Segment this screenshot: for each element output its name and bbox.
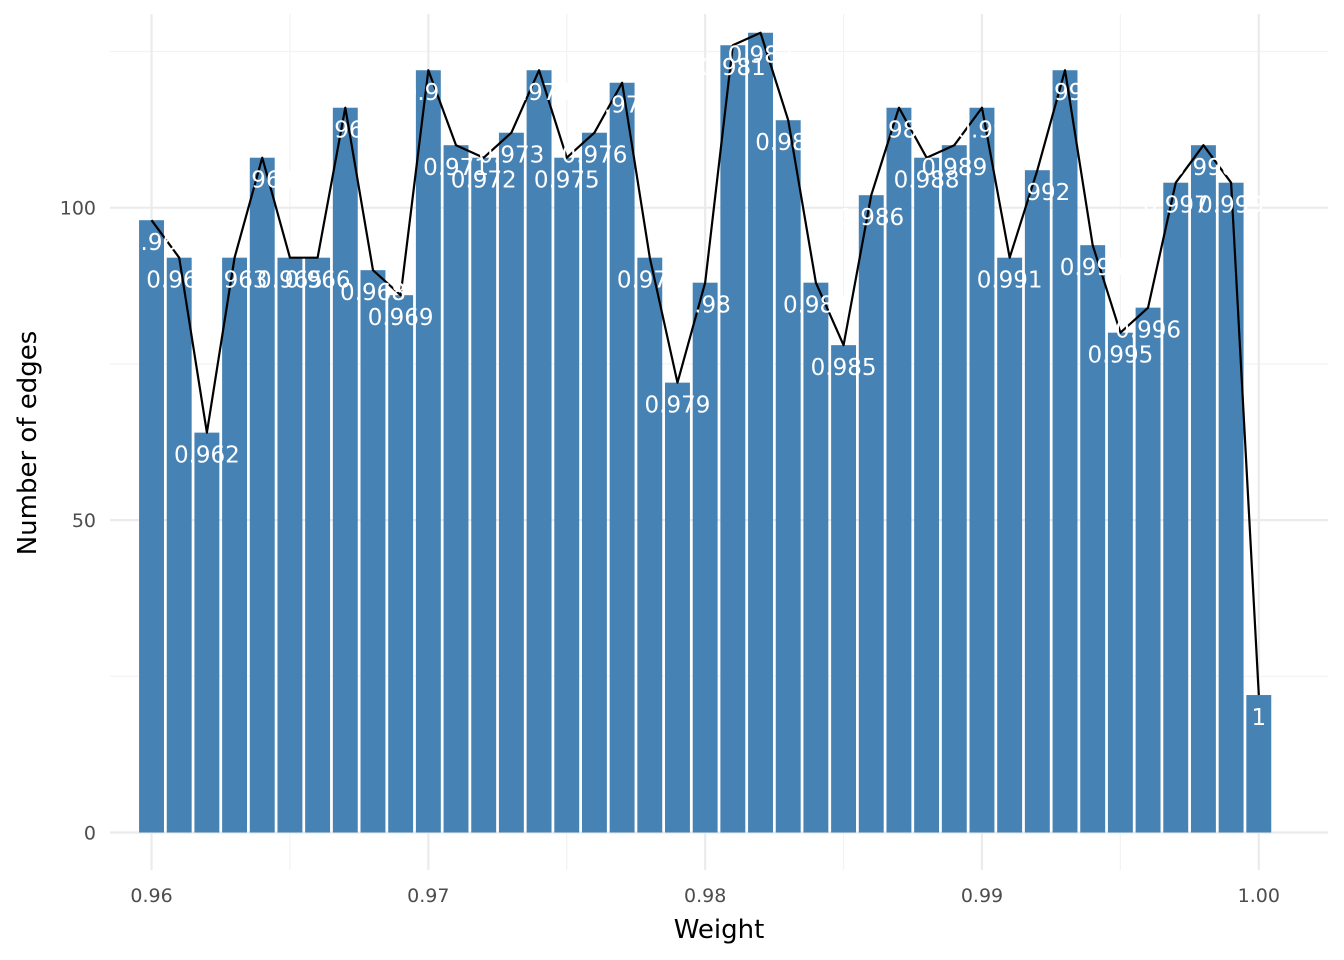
bar [1246,695,1272,833]
bar [581,132,607,833]
bar [637,257,663,833]
bar-label: 0.989 [921,155,987,181]
bar-label: 0.996 [1115,318,1181,344]
bar-label: 0.967 [312,118,378,144]
x-tick-label: 0.98 [684,885,726,907]
bar [498,132,524,833]
bars [139,32,1272,833]
bar-label: 0.982 [728,43,794,69]
bar-label: 0.974 [506,80,572,106]
bar-label: 0.977 [589,93,655,119]
bar [886,107,912,833]
bar [526,70,552,833]
bar-label: 0.976 [562,143,628,169]
bar-label: 0.973 [478,143,544,169]
bar-label: 0.981 [700,55,766,81]
bar [360,270,386,833]
bar [914,157,940,833]
bar-label: 0.963 [202,268,268,294]
bar [222,257,248,833]
bar [1052,70,1078,833]
bar [1107,332,1133,833]
bar-label: 0.971 [423,155,489,181]
x-tick-label: 0.99 [961,885,1003,907]
bar [166,257,192,833]
bar [139,220,164,833]
bar [1135,307,1161,833]
x-tick-label: 0.96 [130,885,172,907]
bar [665,382,690,833]
bar-label: 0.987 [866,118,932,144]
bar-label: 0.975 [534,168,600,194]
bar [554,157,580,833]
bar-label: 0.969 [368,305,434,331]
bar [969,107,995,833]
x-axis-ticks: 0.96 0.97 0.98 0.99 1.00 [130,885,1280,907]
bar-label: 0.991 [977,268,1043,294]
bar-label: 0.986 [838,205,904,231]
bar-label: 0.98 [680,293,731,319]
bar [803,282,829,833]
bar [305,257,331,833]
series-line [150,31,1260,696]
bar-label: 0.964 [229,168,295,194]
bar-label: 0.96 [126,230,177,256]
bar [1080,245,1106,833]
bar [775,120,801,833]
bar-label: 0.995 [1087,343,1153,369]
bar [1024,170,1050,833]
bar [1218,182,1244,833]
count-line [150,31,1260,696]
x-tick-label: 0.97 [407,885,449,907]
bar-label: 0.997 [1143,193,1209,219]
y-tick-label: 0 [84,823,96,845]
bar [692,282,718,833]
bar [471,157,497,833]
bar [249,157,275,833]
y-tick-label: 50 [72,510,96,532]
y-axis-ticks: 0 50 100 [60,198,96,845]
bar-label: 0.984 [783,293,849,319]
bar [277,257,303,833]
bar-label: 0.983 [755,130,821,156]
bar [831,345,857,833]
bar [1163,182,1189,833]
bar-label: 0.979 [645,393,711,419]
bar-label: 0.966 [285,268,351,294]
bar [720,45,746,833]
bar [748,32,773,833]
bar-label: 0.992 [1004,180,1070,206]
bar [194,432,220,833]
bar [388,295,414,833]
bar [443,145,469,833]
bar [332,107,358,833]
bar [609,82,635,833]
bar-label: 0.993 [1032,80,1098,106]
bar-label: 0.985 [811,355,877,381]
bar-label: 0.961 [146,268,212,294]
bar-label: 0.962 [174,443,240,469]
bar [1190,145,1216,833]
bar [415,70,441,833]
x-tick-label: 1.00 [1238,885,1280,907]
bar-label: 0.994 [1060,255,1126,281]
bar-label: 0.998 [1171,155,1237,181]
bar [858,195,884,833]
x-axis-title: Weight [674,915,765,945]
y-tick-label: 100 [60,198,96,220]
bar-label: 0.999 [1198,193,1264,219]
bar-label: 0.965 [257,268,323,294]
bar-label: 0.97 [403,80,454,106]
bar-label: 0.978 [617,268,683,294]
bar-label: 0.988 [894,168,960,194]
bar [997,257,1023,833]
bar-label: 0.968 [340,280,406,306]
bar [941,145,967,833]
bar-label: 0.99 [956,118,1007,144]
bar-label: 0.972 [451,168,517,194]
bar-label: 1 [1251,705,1266,731]
y-axis-title: Number of edges [13,331,43,556]
